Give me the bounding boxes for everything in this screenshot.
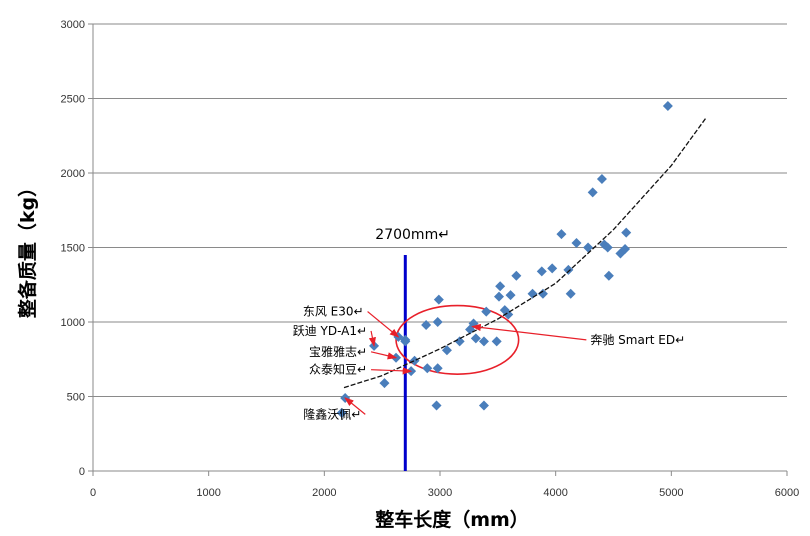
data-point: [583, 242, 594, 253]
data-point: [421, 319, 432, 330]
data-point: [336, 407, 347, 418]
data-point: [441, 345, 452, 356]
annotations: 东风 E30↵ 跃迪 YD-A1↵ 宝雅雅志↵ 众泰知豆↵ 隆鑫沃佩↵ 奔驰 Smart …: [293, 305, 685, 422]
data-point: [511, 270, 522, 281]
x-tick-label: 6000: [775, 487, 799, 499]
data-point: [422, 363, 433, 374]
annotation-arrow: [344, 397, 366, 415]
data-point: [537, 288, 548, 299]
data-point: [603, 270, 614, 281]
data-point: [556, 229, 567, 240]
y-tick-label: 3000: [61, 19, 85, 31]
data-point: [400, 334, 411, 345]
annotation-arrow: [371, 367, 413, 375]
y-axis-title: 整备质量（kg）: [16, 178, 39, 318]
annotation-arrow: [367, 311, 400, 338]
y-tick-label: 1000: [61, 317, 85, 329]
x-tick-label: 3000: [428, 487, 452, 499]
annotation-label: 众泰知豆↵: [309, 363, 367, 377]
data-point: [493, 291, 504, 302]
y-tick-label: 2000: [61, 168, 85, 180]
data-point: [481, 306, 492, 317]
data-point: [470, 333, 481, 344]
trendline: [343, 117, 707, 389]
reference-line-label: 2700mm↵: [375, 227, 450, 243]
data-point: [503, 309, 514, 320]
y-tick-label: 1500: [61, 243, 85, 255]
y-tick-label: 500: [67, 392, 85, 404]
data-point: [621, 227, 632, 238]
data-point: [505, 290, 516, 301]
data-point: [563, 264, 574, 275]
annotation-label: 东风 E30↵: [303, 305, 364, 319]
data-point: [587, 187, 598, 198]
data-point: [596, 173, 607, 184]
annotation-label: 隆鑫沃佩↵: [303, 406, 361, 421]
y-tick-label: 2500: [61, 94, 85, 106]
data-point: [431, 400, 442, 411]
y-tick-labels: 0 500 1000 1500 2000 2500 3000: [61, 19, 85, 478]
annotation-arrow: [368, 330, 376, 348]
annotation-label: 奔驰 Smart ED↵: [590, 333, 685, 347]
axes: [88, 23, 788, 476]
trendline-group: [343, 117, 707, 389]
data-point: [478, 336, 489, 347]
data-point: [602, 242, 613, 253]
x-tick-label: 1000: [196, 487, 220, 499]
data-point: [433, 294, 444, 305]
highlight-ellipse: [395, 304, 520, 375]
data-point: [454, 336, 465, 347]
data-point: [662, 100, 673, 111]
highlight-ellipse-group: [395, 304, 520, 375]
data-point: [536, 266, 547, 277]
x-tick-label: 4000: [543, 487, 567, 499]
data-points: [336, 100, 673, 418]
y-tick-label: 0: [79, 466, 85, 478]
data-point: [495, 281, 506, 292]
x-axis-title: 整车长度（mm）: [375, 508, 529, 531]
annotation-arrow: [370, 351, 398, 360]
reference-line-group: 2700mm↵: [375, 227, 450, 471]
x-tick-label: 2000: [312, 487, 336, 499]
data-point: [478, 400, 489, 411]
data-point: [432, 317, 443, 327]
x-tick-label: 5000: [659, 487, 683, 499]
data-point: [409, 355, 420, 366]
data-point: [491, 336, 502, 347]
x-tick-label: 0: [90, 487, 96, 499]
x-tick-labels: 0 1000 2000 3000 4000 5000 6000: [90, 487, 799, 499]
annotation-label: 宝雅雅志↵: [309, 344, 367, 359]
annotation-arrow: [471, 323, 587, 341]
annotation-label: 跃迪 YD-A1↵: [293, 324, 367, 338]
data-point: [432, 363, 443, 374]
data-point: [547, 263, 558, 274]
data-point: [571, 238, 582, 249]
data-point: [565, 288, 576, 299]
data-point: [620, 243, 631, 254]
data-point: [379, 378, 390, 389]
